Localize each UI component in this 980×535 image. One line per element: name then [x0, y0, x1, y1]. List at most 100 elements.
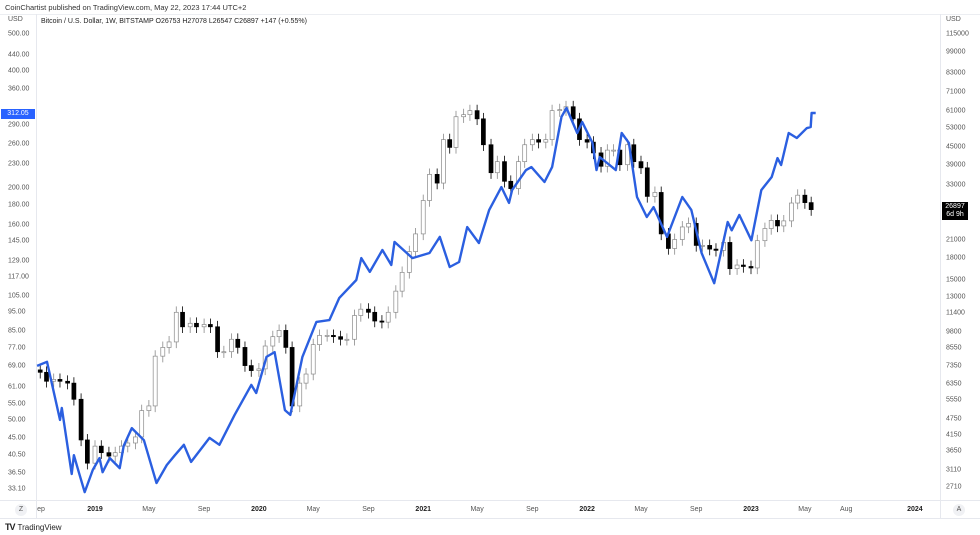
candle: [242, 347, 248, 366]
candle: [166, 341, 172, 348]
candle: [324, 335, 330, 337]
candle: [795, 194, 801, 204]
right-axis-tick: 4750: [946, 415, 962, 423]
candle: [344, 338, 350, 341]
candle: [748, 266, 754, 269]
candle: [604, 149, 610, 167]
candle: [303, 373, 309, 384]
candle: [152, 355, 158, 407]
tradingview-logo-text: TradingView: [17, 522, 62, 532]
time-axis-tick: ep: [37, 506, 45, 513]
candle: [385, 311, 391, 323]
candle: [413, 233, 418, 252]
candle: [522, 144, 528, 162]
left-axis-tick: 400.00: [8, 67, 30, 75]
left-axis-tick: 77.00: [8, 344, 26, 351]
candle: [133, 436, 138, 444]
candle: [502, 161, 507, 182]
right-axis-tick: 7350: [946, 362, 962, 370]
right-axis-tick: 15000: [946, 276, 966, 284]
candle: [741, 264, 746, 267]
right-axis-divider: [940, 14, 941, 518]
auto-scale-button[interactable]: A: [953, 504, 965, 516]
candle: [352, 315, 357, 340]
right-axis-tick: 39000: [946, 161, 966, 169]
candle: [441, 139, 446, 184]
symbol-legend[interactable]: Bitcoin / U.S. Dollar, 1W, BITSTAMP O267…: [41, 18, 307, 25]
candle: [248, 365, 254, 371]
candle: [549, 110, 555, 140]
time-axis-tick: 2024: [907, 506, 923, 513]
left-axis-unit: USD: [8, 16, 23, 23]
candle: [44, 371, 49, 382]
candle: [215, 326, 220, 353]
right-axis-tick: 115000: [946, 30, 969, 38]
time-axis-tick: May: [798, 506, 812, 513]
candle: [393, 290, 399, 313]
candle: [644, 167, 650, 197]
time-axis-tick: Sep: [362, 506, 375, 513]
candle: [194, 322, 199, 328]
left-axis-tick: 145.00: [8, 237, 30, 245]
candle: [256, 368, 262, 371]
candle: [474, 110, 480, 120]
candle: [399, 272, 405, 292]
time-axis-tick: 2019: [87, 506, 103, 513]
candle: [37, 369, 43, 373]
candle: [78, 398, 84, 441]
candle: [658, 192, 664, 235]
right-axis-unit: USD: [946, 16, 961, 23]
chart-frame: [0, 14, 980, 520]
candle: [453, 116, 459, 148]
candle: [584, 139, 590, 143]
candle: [160, 347, 166, 357]
left-axis-divider: [36, 14, 37, 518]
candle: [71, 382, 77, 400]
candle: [297, 382, 303, 407]
publisher-line: CoinChartist published on TradingView.co…: [5, 3, 247, 12]
time-axis-tick: 2021: [415, 506, 432, 513]
candle: [65, 380, 70, 384]
candle: [85, 439, 90, 464]
candle: [427, 174, 432, 201]
right-axis-tick: 71000: [946, 88, 966, 96]
candle: [672, 239, 678, 249]
right-last-price-label: 26897 6d 9h: [942, 202, 968, 220]
left-axis-tick: 95.00: [8, 308, 26, 316]
right-axis-tick: 61000: [946, 107, 966, 115]
left-axis-tick: 117.00: [8, 273, 29, 281]
candle: [57, 379, 63, 382]
left-axis-tick: 230.00: [8, 160, 30, 168]
candle: [366, 308, 371, 313]
time-axis-tick: 2022: [579, 506, 595, 513]
time-axis-tick: Sep: [689, 506, 703, 513]
comparison-line: [36, 106, 816, 494]
candle: [768, 220, 774, 229]
left-axis-tick: 105.00: [8, 292, 30, 300]
candle: [379, 320, 385, 323]
right-axis-tick: 21000: [946, 236, 966, 244]
right-axis-tick: 5550: [946, 396, 962, 404]
right-axis-tick: 53000: [946, 124, 966, 132]
candle: [631, 144, 637, 162]
tradingview-logo[interactable]: TV TradingView: [5, 522, 62, 532]
time-axis-tick: 2023: [743, 506, 759, 513]
candle: [406, 251, 412, 273]
candle: [802, 194, 808, 203]
candle: [98, 445, 104, 454]
candle: [707, 245, 713, 250]
left-axis-tick: 50.00: [8, 416, 26, 424]
right-axis-tick: 3110: [946, 466, 962, 474]
candle: [570, 106, 576, 120]
candle: [180, 311, 185, 328]
zoom-button[interactable]: Z: [15, 504, 27, 516]
left-axis-tick: 500.00: [8, 30, 30, 38]
left-axis-tick: 260.00: [8, 140, 30, 148]
right-axis-tick: 8550: [946, 344, 962, 352]
candle: [201, 324, 207, 328]
time-axis-tick: Sep: [197, 506, 211, 513]
time-axis-tick: May: [634, 506, 648, 513]
right-axis-tick: 13000: [946, 293, 966, 301]
right-axis-tick: 83000: [946, 69, 966, 77]
